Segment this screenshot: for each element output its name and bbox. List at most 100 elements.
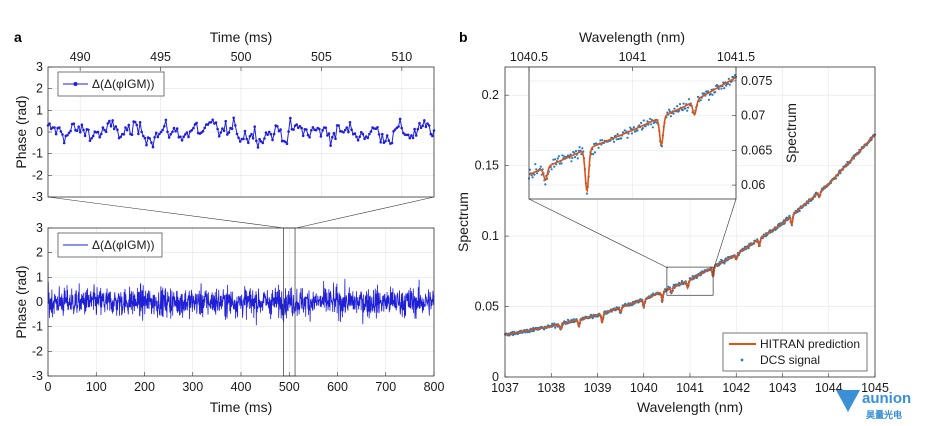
a-top-point: [106, 122, 110, 125]
b-xlabel: Wavelength (nm): [637, 399, 743, 415]
a-top-point: [368, 132, 371, 136]
a-top-point: [154, 131, 158, 135]
a-top-xtick: 510: [391, 50, 412, 64]
a-top-point: [59, 130, 63, 133]
a-top-point: [227, 131, 231, 134]
brand-watermark: aunion 昊量光电: [836, 390, 911, 420]
inset-dcs-point: [535, 168, 538, 171]
phase-trace-full: [47, 278, 435, 326]
a-top-point: [427, 124, 431, 127]
a-top-point: [153, 136, 156, 139]
b-ytick: 0.05: [475, 300, 499, 314]
a-top-point: [419, 126, 423, 129]
panel-b-inset-chart: 0.075 0.07 0.065 0.06 1040.5 1041 1041.5 Wave…: [510, 29, 799, 200]
a-top-point: [58, 126, 61, 129]
a-top-point: [429, 132, 433, 136]
a-top-point: [326, 134, 329, 137]
inset-dcs-point: [550, 168, 553, 171]
inset-dcs-point: [544, 183, 547, 186]
inset-dcs-point: [574, 149, 578, 153]
inset-dcs-point: [560, 162, 563, 165]
a-top-ytick: 1: [36, 103, 43, 117]
a-top-point: [421, 124, 425, 127]
inset-dcs-point: [725, 84, 728, 87]
a-top-point: [411, 136, 415, 140]
a-bottom-xtick: 300: [182, 380, 203, 394]
a-top-point: [182, 135, 185, 138]
a-top-point: [224, 119, 227, 123]
inset-dcs-point: [599, 139, 602, 142]
a-top-point: [98, 135, 101, 139]
a-top-point: [82, 128, 85, 132]
a-top-point: [366, 136, 370, 140]
a-top-point: [180, 139, 184, 142]
inset-dcs-point: [676, 105, 679, 108]
a-top-point: [318, 127, 321, 131]
a-top-point: [100, 132, 103, 136]
inset-dcs-point: [627, 132, 630, 135]
a-top-point: [75, 129, 79, 132]
a-top-point: [169, 133, 172, 136]
a-top-point: [353, 132, 357, 135]
inset-dcs-point: [577, 149, 580, 152]
a-top-point: [138, 121, 142, 124]
a-top-point: [247, 141, 250, 145]
a-top-point: [66, 133, 69, 137]
a-top-point: [319, 135, 323, 138]
a-top-point: [166, 130, 169, 134]
b-dcs-point: [723, 262, 726, 265]
inset-ytick: 0.065: [741, 143, 772, 157]
a-top-point: [184, 133, 187, 136]
a-top-point: [263, 137, 266, 140]
a-top-point: [83, 134, 87, 137]
b-ylabel: Spectrum: [455, 192, 471, 252]
a-top-point: [187, 135, 190, 139]
a-top-point: [217, 134, 221, 138]
brand-subtitle: 昊量光电: [866, 409, 902, 420]
a-top-point: [377, 133, 381, 136]
panel-label-b: b: [459, 29, 468, 45]
a-top-point: [101, 126, 105, 129]
inset-dcs-point: [644, 125, 647, 128]
inset-hitran-line: [528, 76, 737, 193]
a-top-ytick: 0: [36, 125, 43, 139]
a-top-point: [306, 133, 310, 137]
zoom-connector-right: [295, 196, 435, 229]
a-top-point: [209, 121, 213, 124]
a-top-point: [156, 135, 160, 139]
a-bottom-xtick: 700: [375, 380, 396, 394]
inset-dcs-point: [678, 103, 682, 106]
b-ytick: 0.1: [482, 229, 499, 243]
inset-dcs-point: [553, 165, 556, 168]
a-top-point: [192, 126, 195, 130]
a-top-point: [285, 142, 289, 146]
inset-dcs-point: [557, 155, 560, 158]
inset-xtick: 1041.5: [717, 50, 755, 64]
panel-a-bottom-chart: 3 2 1 0 -1 -2 -3 0 100 200 300 400 500 600 700 800 Tim…: [13, 221, 444, 415]
a-top-point: [332, 131, 336, 135]
a-top-ytick: -1: [32, 147, 43, 161]
b-dcs-point: [572, 318, 575, 321]
inset-dcs-point: [666, 111, 669, 114]
a-top-point: [195, 121, 198, 125]
a-top-point: [272, 132, 276, 136]
inset-dcs-point: [540, 173, 543, 176]
a-bottom-xlabel: Time (ms): [210, 399, 272, 415]
a-top-point: [190, 129, 193, 132]
a-top-point: [369, 130, 373, 133]
a-top-ytick: -3: [32, 190, 43, 204]
a-bottom-ytick: -3: [32, 369, 43, 383]
a-bottom-xtick: 400: [231, 380, 252, 394]
inset-dcs-point: [593, 142, 596, 146]
a-top-point: [348, 121, 352, 124]
a-top-point: [109, 124, 113, 128]
inset-dcs-point: [687, 98, 691, 101]
a-top-point: [269, 132, 273, 136]
a-top-point: [390, 141, 394, 145]
a-top-point: [148, 137, 151, 140]
b-xtick: 1041: [676, 381, 704, 395]
inset-dcs-point: [592, 153, 595, 156]
a-top-point: [310, 129, 313, 132]
a-top-point: [158, 132, 161, 136]
